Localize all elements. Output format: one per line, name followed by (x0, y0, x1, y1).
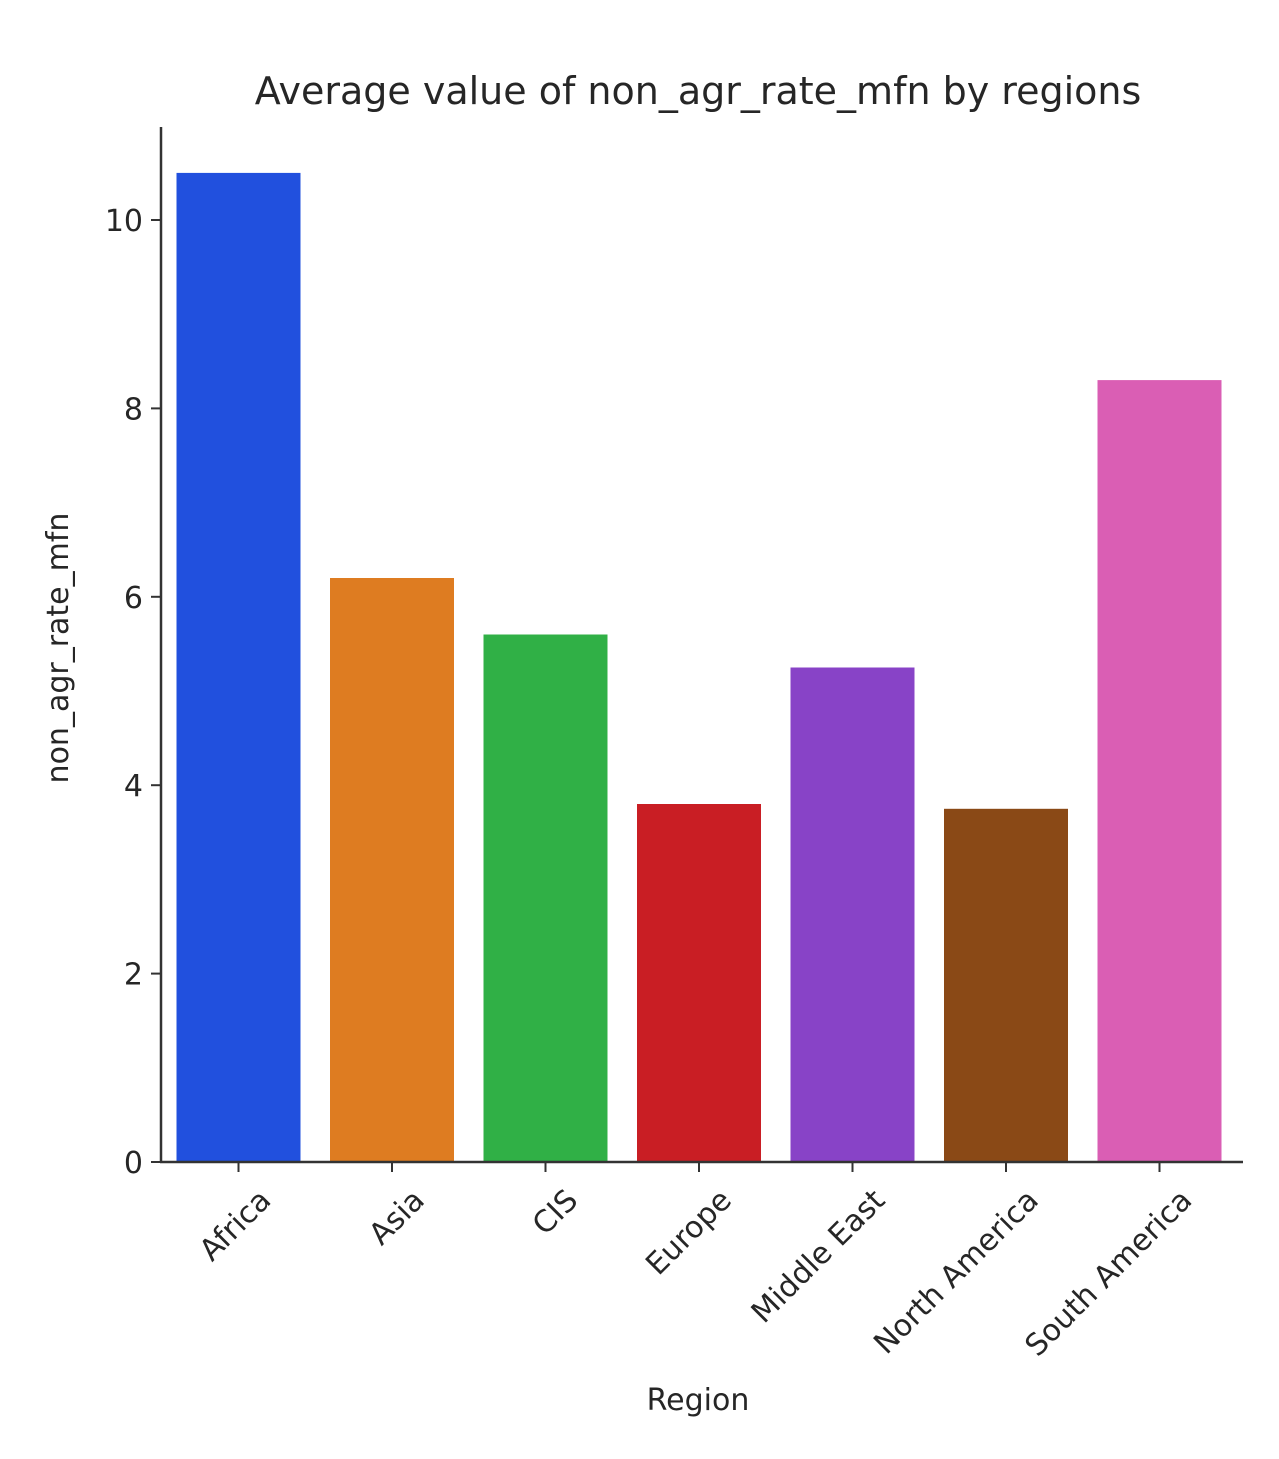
x-tick-label: Africa (193, 1183, 278, 1268)
bar-middle-east (790, 667, 915, 1162)
bar-south-america (1097, 380, 1222, 1163)
x-tick-label: Europe (639, 1183, 738, 1282)
y-axis-label: non_agr_rate_mfn (41, 513, 76, 784)
y-tick-label: 0 (124, 1146, 143, 1181)
x-tick-label: North America (867, 1183, 1045, 1361)
y-tick-label: 8 (124, 392, 143, 427)
x-tick-label: Asia (362, 1183, 431, 1252)
y-tick-label: 6 (124, 581, 143, 616)
x-tick-label: Middle East (745, 1183, 893, 1331)
y-axis-ticks: 0 2 4 6 8 10 (105, 204, 161, 1181)
bar-north-america (944, 808, 1068, 1163)
chart-title: Average value of non_agr_rate_mfn by reg… (255, 69, 1142, 113)
x-tick-label: South America (1019, 1183, 1200, 1364)
x-axis-label: Region (647, 1383, 750, 1418)
y-tick-label: 10 (105, 204, 143, 239)
bar-cis (483, 634, 608, 1162)
y-tick-label: 2 (124, 958, 143, 993)
bar-africa (176, 172, 301, 1162)
bar-europe (637, 804, 761, 1162)
bars-layer (176, 172, 1222, 1163)
y-tick-label: 4 (124, 769, 143, 804)
x-tick-label: CIS (526, 1183, 585, 1242)
bar-asia (330, 578, 454, 1162)
